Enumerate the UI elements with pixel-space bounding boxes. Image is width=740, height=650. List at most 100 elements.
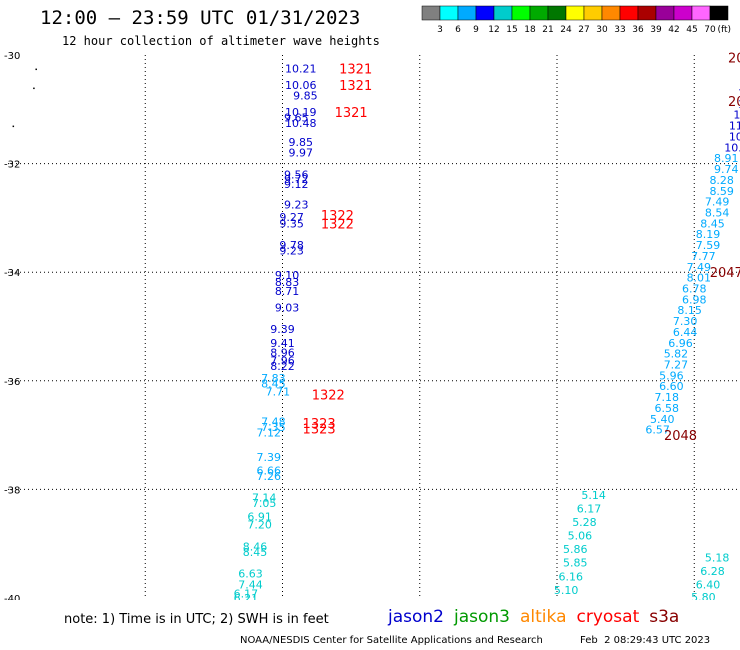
wave-height-label: 7.48 (261, 416, 286, 429)
wave-height-label: 6.28 (700, 565, 725, 578)
wave-height-label: 9.03 (275, 301, 300, 314)
data-point-dot (33, 87, 35, 90)
scale-tick-label: 42 (668, 25, 679, 35)
wave-height-label: 6.63 (238, 568, 263, 581)
wave-height-label: 6.40 (696, 578, 721, 591)
wave-height-label: 9.23 (279, 244, 304, 257)
wave-height-label: 11.50 (738, 87, 740, 100)
wave-height-label: 9.10 (275, 269, 300, 282)
track-time-label: 2045 (728, 52, 740, 67)
wave-height-label: 7.77 (691, 250, 716, 263)
wave-height-label: 8.19 (696, 228, 721, 241)
wave-height-label: 8.15 (677, 304, 702, 317)
track-time-label: 1321 (339, 79, 372, 94)
wave-height-label: 6.57 (645, 424, 670, 437)
track-time-label: 1323 (303, 423, 336, 438)
wave-height-label: 7.30 (673, 315, 698, 328)
wave-height-label: 7.59 (696, 239, 721, 252)
wave-height-label: 9.97 (289, 147, 314, 160)
track-time-label: 1321 (335, 106, 368, 121)
scale-tick-label: 39 (650, 25, 662, 35)
wave-height-label: 10.48 (285, 117, 317, 130)
scale-tick-label: 24 (560, 25, 572, 35)
wave-height-label: 8.59 (709, 185, 734, 198)
wave-height-label: 8.28 (709, 174, 734, 187)
scale-tick-label: 33 (614, 25, 625, 35)
wave-height-label: 5.28 (572, 516, 597, 529)
legend-entry-s3a: s3a (649, 607, 680, 627)
wave-height-label: 9.85 (289, 136, 314, 149)
wave-height-label: 6.91 (247, 511, 272, 524)
wave-height-label: 7.27 (664, 359, 689, 372)
scale-tick-label: 70 (704, 25, 716, 35)
wave-height-label: 7.05 (252, 497, 277, 510)
wave-height-label: 9.65 (284, 111, 309, 124)
wave-height-label: 5.14 (581, 489, 606, 502)
wave-height-label: 9.72 (284, 173, 309, 186)
wave-height-label: 5.06 (568, 530, 593, 543)
chart-subtitle: 12 hour collection of altimeter wave hei… (62, 34, 380, 48)
track-time-label: 1322 (312, 388, 345, 403)
wave-height-label: 8.71 (275, 285, 300, 298)
scale-tick-label: 3 (437, 25, 443, 35)
scale-swatch (709, 5, 729, 21)
wave-height-label: 7.35 (261, 421, 286, 434)
scale-unit-label: (ft) (717, 25, 731, 35)
wave-height-label: 7.20 (247, 519, 272, 532)
track-time-label: 1322 (321, 209, 354, 224)
wave-height-label: 8.91 (714, 152, 739, 165)
y-tick-label: -40 (4, 594, 20, 600)
wave-height-label: 6.78 (682, 282, 707, 295)
wave-height-label: 7.96 (270, 355, 295, 368)
wave-height-label: 11.10 (729, 120, 740, 133)
track-time-label: 2048 (664, 429, 697, 444)
scale-tick-label: 30 (596, 25, 608, 35)
wave-height-label: 5.80 (691, 591, 716, 600)
wave-height-label: 7.12 (257, 426, 282, 439)
wave-height-label: 7.18 (655, 391, 680, 404)
wave-height-label: 10.21 (285, 63, 317, 76)
wave-height-label: 10.19 (285, 106, 317, 119)
y-tick-label: -34 (4, 268, 20, 279)
chart-title: 12:00 – 23:59 UTC 01/31/2023 (40, 7, 361, 29)
y-tick-label: -36 (4, 377, 20, 388)
scale-tick-label: 15 (506, 25, 517, 35)
wave-height-label: 6.98 (682, 293, 707, 306)
scale-tick-label: 9 (473, 25, 479, 35)
wave-height-label: 8.45 (261, 378, 286, 391)
y-tick-label: -38 (4, 485, 20, 496)
wave-height-label: 6.21 (234, 592, 259, 600)
footer-credit: NOAA/NESDIS Center for Satellite Applica… (240, 635, 543, 646)
wave-height-label: 10.06 (285, 79, 317, 92)
legend-entry-jason2: jason2 (388, 607, 444, 627)
wave-height-label: 9.56 (284, 168, 309, 181)
wave-height-label: 7.49 (705, 196, 730, 209)
wave-height-label: 9.78 (279, 239, 304, 252)
legend-entry-jason3: jason3 (454, 607, 510, 627)
legend-entry-altika: altika (520, 607, 567, 627)
wave-height-label: 8.22 (270, 360, 295, 373)
wave-height-label: 5.18 (705, 551, 730, 564)
wave-height-label: 5.40 (650, 413, 675, 426)
scale-tick-label: 12 (488, 25, 499, 35)
wave-height-label: 6.58 (655, 402, 680, 415)
track-time-label: 1323 (303, 417, 336, 432)
wave-height-label: 7.26 (257, 470, 282, 483)
wave-height-label: 8.45 (243, 546, 268, 559)
scale-tick-label: 21 (542, 25, 553, 35)
wave-height-label: 6.17 (234, 588, 259, 600)
wave-height-label: 7.39 (257, 451, 282, 464)
data-point-dot (35, 68, 37, 71)
wave-height-label: 9.74 (714, 163, 739, 176)
wave-height-label: 10.49 (733, 109, 740, 122)
satellite-legend: jason2 jason3 altika cryosat s3a (388, 607, 689, 627)
color-scale-legend: 3 6 9 12 15 18 21 24 27 30 33 36 39 42 45 70 (ft) (421, 5, 731, 35)
wave-height-label: 5.10 (554, 584, 579, 597)
wave-height-label: 5.85 (563, 557, 588, 570)
wave-height-label: 8.45 (700, 217, 725, 230)
wave-height-label: 9.27 (279, 211, 304, 224)
scale-tick-label: 18 (524, 25, 536, 35)
wave-height-label: 9.35 (279, 217, 304, 230)
wave-height-label: 6.17 (577, 502, 602, 515)
track-time-label: 2047 (710, 266, 740, 281)
